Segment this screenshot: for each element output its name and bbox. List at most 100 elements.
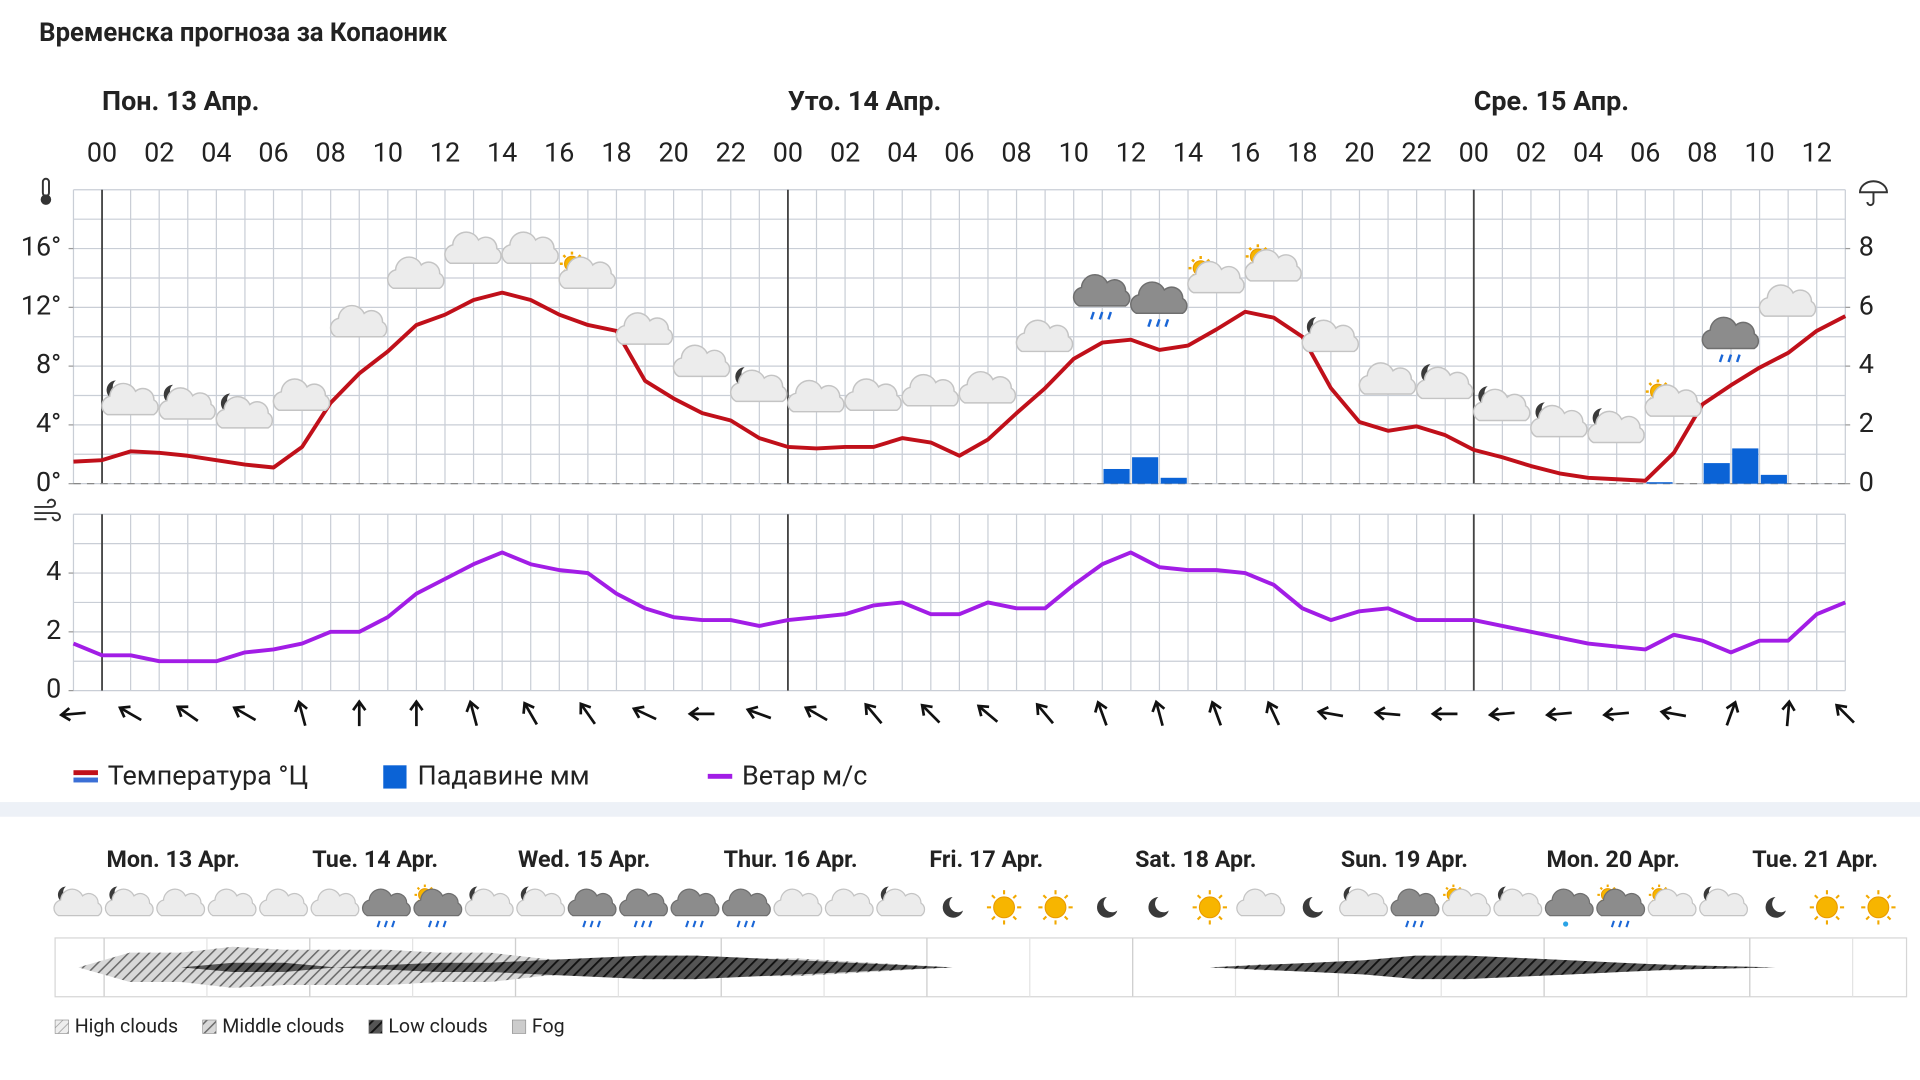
legend-swatch [73,770,98,776]
weather-icon [272,378,331,411]
x-tick-label: 06 [258,136,288,168]
icon-sun-ray [1191,258,1196,263]
icon-rain-drop [633,920,638,928]
wind-arrow [58,707,86,722]
icon-cloud [1236,888,1286,917]
day-label: Сре. 15 Апр. [1474,85,1629,117]
icon-cloud [387,256,445,289]
icon-sun-ray [1865,894,1870,899]
weather-icon [1187,256,1245,294]
icon-cloud [413,888,463,917]
weather-icon [1148,896,1169,918]
weather-icon [1473,386,1531,422]
wind-arrow [1208,700,1223,726]
wind-arrow-head [465,699,480,713]
x-tick-label: 12 [1116,136,1146,168]
wind-arrow-head [1093,700,1108,713]
weather-icon [729,367,788,403]
icon-sun-ray [1648,382,1653,386]
x-tick-label: 16 [1230,136,1260,168]
x-tick-label: 22 [1402,136,1432,168]
icon-rain-drop [751,920,756,928]
icon-rain-drop [685,920,690,928]
day-label: Fri. 17 Apr. [929,845,1043,873]
icon-moon [942,896,964,918]
weather-icon [413,884,463,928]
weather-icon [1244,244,1302,282]
icon-cloud [876,888,926,917]
wind-arrow [687,706,715,722]
wind-arrow-head [1373,706,1386,721]
weather-icon [787,379,845,413]
weather-icon [1339,886,1388,917]
wind-arrow-head [920,703,933,716]
icon-cloud [310,888,360,917]
icon-cloud [729,369,788,403]
wind-arrow-head [745,705,759,720]
icon-sun-ray [1196,894,1202,899]
cloud-layer [78,946,1879,988]
icon-cloud [104,888,154,917]
weather-icon [1301,317,1360,353]
weather-icon [1544,888,1594,927]
icon-rain-drop [391,920,396,928]
icon-cloud [558,256,617,289]
x-tick-label: 02 [1516,136,1546,168]
wind-arrow-shaft [177,706,199,723]
weather-icon [1809,890,1845,925]
icon-cloud [1647,888,1697,917]
weather-icon [156,888,206,917]
icon-sun-ray [1196,915,1202,921]
day-label: Sun. 19 Apr. [1341,845,1468,873]
y-tick-label: 2 [46,614,61,646]
x-tick-label: 16 [544,136,574,168]
wind-arrow [864,702,883,725]
weather-icon [387,256,445,289]
icon-sun-ray [1012,894,1017,899]
icon-sun-ray [1886,915,1892,921]
icon-sun-ray [416,886,421,891]
x-tick-label: 08 [1687,136,1717,168]
wind-arrow-head [175,705,189,718]
icon-cloud [53,888,103,917]
icon-sun-ray [1599,886,1603,891]
day-label: Tue. 14 Apr. [312,845,438,873]
weather-icon [501,231,559,264]
icon-sun-ray [991,894,996,899]
wind-arrow [465,699,480,727]
wind-arrow [1835,703,1855,724]
y-tick-label: 0 [46,673,61,705]
icon-cloud [1544,888,1594,917]
wind-arrow-shaft [1319,710,1344,718]
precipitation-bar [1760,474,1787,484]
legend-swatch [511,1019,527,1034]
icon-sun-ray [1865,915,1870,921]
icon-cloud [158,387,216,420]
legend-swatch [707,773,733,779]
weather-icon [1358,362,1417,395]
weather-icon [207,888,257,917]
weather-icon [824,888,874,917]
wind-arrow-shaft [234,707,257,722]
y2-tick-label: 8 [1859,231,1874,263]
weather-icon [464,886,514,917]
icon-sun [1867,896,1890,919]
icon-cloud [721,888,771,917]
weather-icon [942,896,964,918]
weather-icon [1493,886,1543,917]
weather-icon [1701,316,1760,363]
wind-arrow-shaft [62,711,86,717]
icon-rain-drop [1405,920,1410,928]
wind-arrow-shaft [806,707,828,722]
icon-cloud [1339,888,1388,917]
wind-arrow [352,699,367,727]
icon-cloud [329,304,388,338]
precipitation-bar [1103,468,1130,484]
weather-icon [721,888,771,928]
icon-sun-ray [1042,915,1048,921]
day-label: Mon. 20 Apr. [1547,845,1680,873]
x-tick-label: 20 [1344,136,1374,168]
legend-label: Fog [532,1015,565,1038]
weather-icon [310,888,360,917]
